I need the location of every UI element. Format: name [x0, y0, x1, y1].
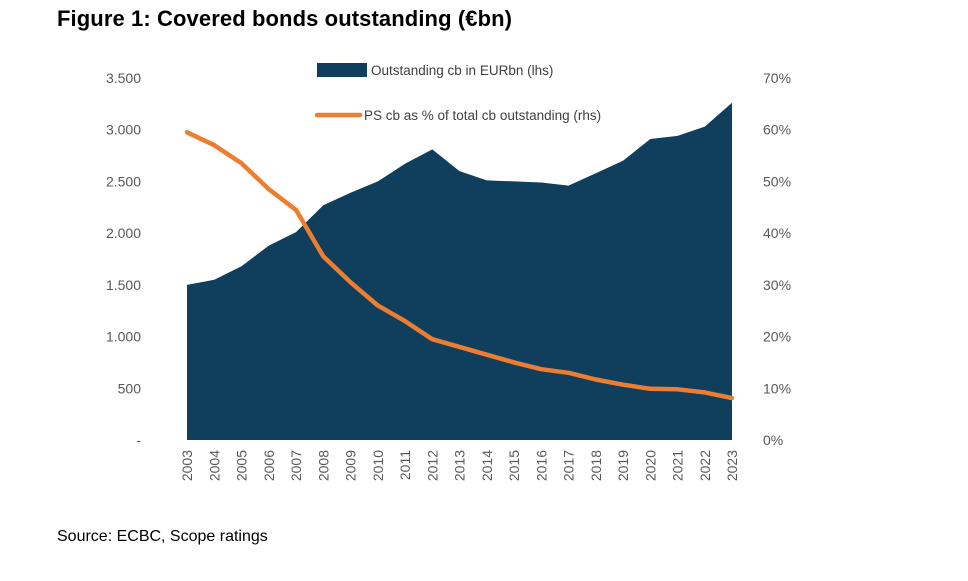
chart-title: Figure 1: Covered bonds outstanding (€bn… [57, 6, 513, 31]
x-axis: 2003 2004 2005 2006 2007 2008 2009 2010 2011 2012… [179, 450, 740, 481]
y-right-tick-label: 60% [763, 122, 791, 138]
y-right-tick-label: 20% [763, 329, 791, 345]
y-right-tick-label: 10% [763, 380, 791, 396]
y-left-tick-label: 500 [118, 380, 142, 396]
y-right-tick-label: 30% [763, 277, 791, 293]
x-tick-label: 2005 [234, 450, 250, 481]
x-tick-label: 2004 [206, 450, 222, 481]
x-tick-label: 2016 [533, 450, 549, 481]
area-layer [187, 102, 732, 441]
x-tick-label: 2019 [615, 450, 631, 481]
y-left-tick-label: 1.000 [106, 329, 141, 345]
y-right-axis: 0% 10% 20% 30% 40% 50% 60% 70% [763, 70, 791, 448]
y-right-tick-label: 70% [763, 70, 791, 86]
x-tick-label: 2014 [479, 450, 495, 481]
x-tick-label: 2022 [697, 450, 713, 481]
y-left-tick-label: 2.000 [106, 225, 141, 241]
y-left-tick-label: 3.000 [106, 122, 141, 138]
x-tick-label: 2011 [397, 450, 413, 480]
legend-swatch-outstanding [317, 63, 367, 77]
y-right-tick-label: 40% [763, 225, 791, 241]
y-left-tick-label: 2.500 [106, 173, 141, 189]
x-tick-label: 2013 [452, 450, 468, 481]
source-note: Source: ECBC, Scope ratings [57, 528, 268, 545]
legend-label-outstanding: Outstanding cb in EURbn (lhs) [371, 63, 553, 78]
y-left-axis: - 500 1.000 1.500 2.000 2.500 3.000 3.500 [106, 70, 141, 448]
y-right-tick-label: 0% [763, 432, 783, 448]
y-left-tick-label: - [136, 432, 141, 448]
x-tick-label: 2008 [315, 450, 331, 481]
x-tick-label: 2020 [642, 450, 658, 481]
x-tick-label: 2007 [288, 450, 304, 481]
x-tick-label: 2018 [588, 450, 604, 481]
outstanding-area-series [187, 102, 732, 441]
x-tick-label: 2010 [370, 450, 386, 481]
y-left-tick-label: 3.500 [106, 70, 141, 86]
x-tick-label: 2003 [179, 450, 195, 481]
x-tick-label: 2017 [561, 450, 577, 481]
x-tick-label: 2006 [261, 450, 277, 481]
legend: Outstanding cb in EURbn (lhs) PS cb as % … [314, 63, 601, 123]
x-tick-label: 2009 [343, 450, 359, 481]
x-tick-label: 2015 [506, 450, 522, 481]
y-right-tick-label: 50% [763, 173, 791, 189]
y-left-tick-label: 1.500 [106, 277, 141, 293]
x-tick-label: 2021 [670, 450, 686, 481]
x-tick-label: 2012 [424, 450, 440, 481]
x-tick-label: 2023 [724, 450, 740, 481]
legend-label-ps-share: PS cb as % of total cb outstanding (rhs) [364, 108, 601, 123]
line-layer [184, 130, 735, 401]
